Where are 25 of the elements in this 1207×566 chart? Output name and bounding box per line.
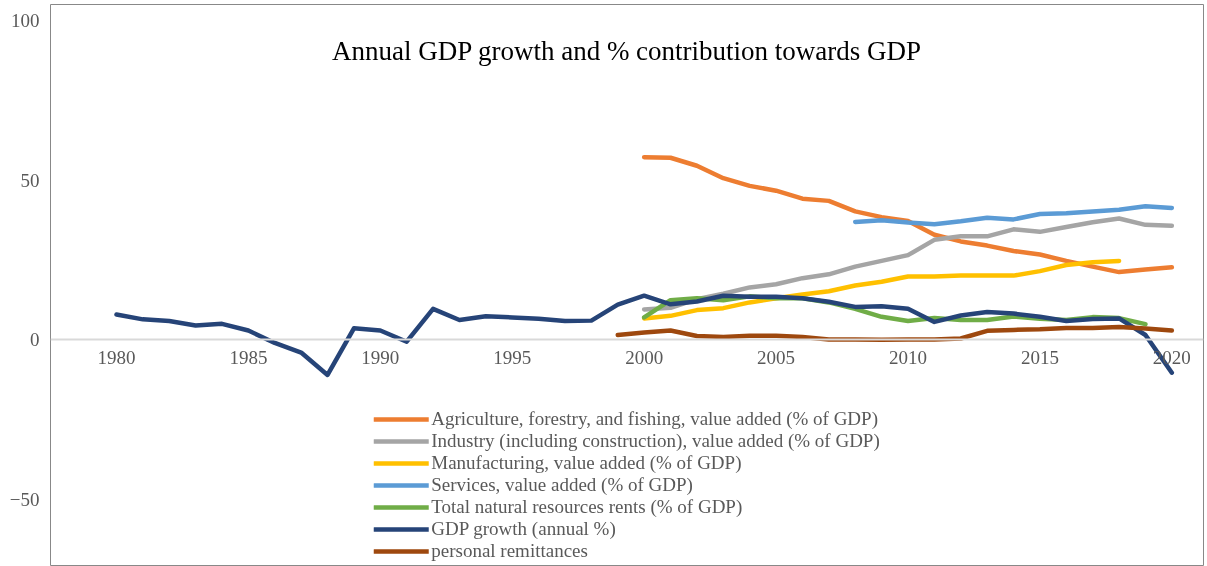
x-tick-label: 1980 <box>97 346 136 368</box>
y-tick-label: −50 <box>9 488 40 510</box>
x-tick-label: 1995 <box>493 346 532 368</box>
y-tick-label: 0 <box>30 329 40 351</box>
x-tick-label: 2000 <box>625 346 664 368</box>
legend-label: personal remittances <box>431 540 588 562</box>
line-series <box>641 154 1175 275</box>
y-tick-label: 100 <box>11 9 40 31</box>
legend-label: Manufacturing, value added (% of GDP) <box>431 452 742 474</box>
legend-label: GDP growth (annual %) <box>431 518 616 540</box>
text: Annual GDP growth and % contribution towards GDP <box>331 35 922 66</box>
legend-label: Services, value added (% of GDP) <box>431 474 693 496</box>
x-tick-label: 2010 <box>888 346 927 368</box>
line-series <box>615 324 1175 343</box>
line-series <box>641 216 1175 312</box>
legend-label: Agriculture, forestry, and fishing, value added (% of GDP) <box>431 408 878 430</box>
y-tick-label: 50 <box>20 169 40 191</box>
x-tick-label: 1985 <box>229 346 268 368</box>
x-tick-label: 2005 <box>757 346 796 368</box>
legend-label: Total natural resources rents (% of GDP) <box>431 496 743 518</box>
legend-label: Industry (including construction), value added (% of GDP) <box>431 430 880 452</box>
x-tick-label: 2015 <box>1020 346 1059 368</box>
line-series <box>852 204 1175 227</box>
line-series <box>641 258 1122 321</box>
x-tick-label: 1990 <box>361 346 400 368</box>
